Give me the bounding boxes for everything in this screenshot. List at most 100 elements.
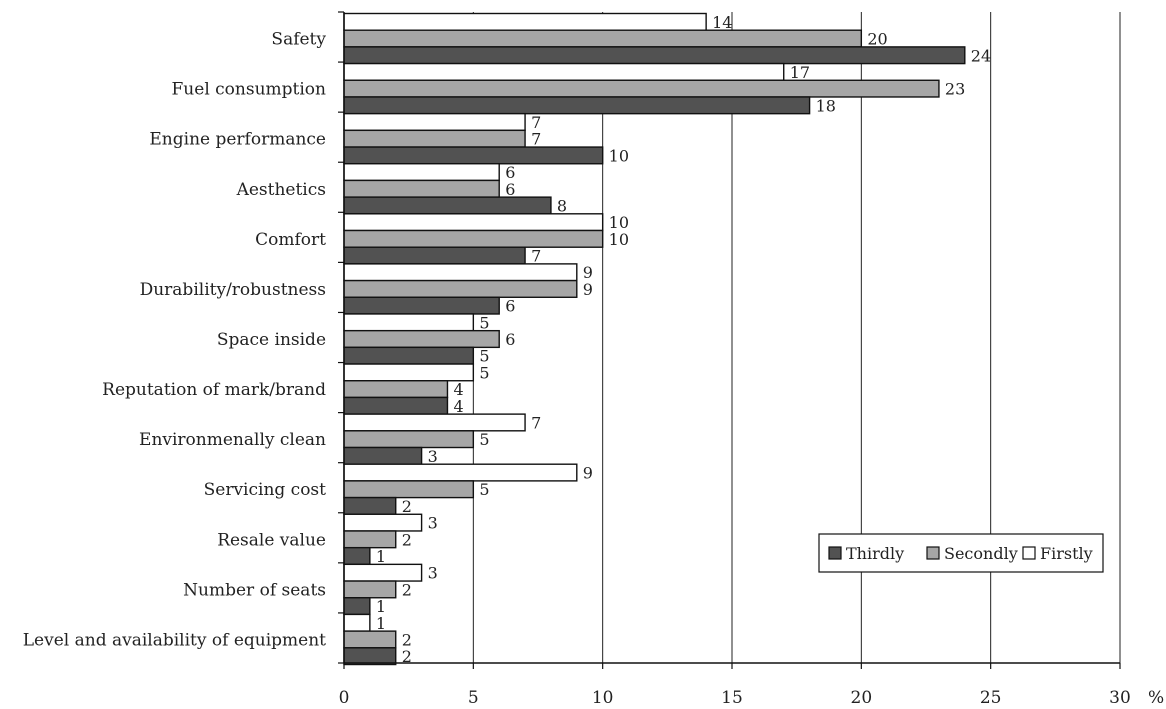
category-label-resale-value: Resale value: [217, 530, 326, 550]
x-tick-label-5: 5: [468, 688, 479, 708]
bar-reputation-of-mark-brand-firstly: [343, 363, 475, 382]
bar-servicing-cost-firstly: [343, 463, 578, 482]
bar-engine-performance-thirdly: [343, 146, 604, 165]
value-label-engine-performance-firstly: 7: [531, 113, 541, 132]
value-label-safety-firstly: 14: [712, 13, 732, 32]
bar-reputation-of-mark-brand-thirdly: [343, 396, 449, 415]
legend: Thirdly Secondly Firstly: [818, 533, 1104, 573]
value-label-level-and-availability-of-equipment-thirdly: 2: [402, 647, 412, 666]
legend-swatch-thirdly: [828, 546, 842, 560]
category-label-comfort: Comfort: [255, 230, 326, 250]
x-tick-label-15: 15: [721, 688, 743, 708]
value-label-fuel-consumption-firstly: 17: [790, 63, 810, 82]
value-label-aesthetics-firstly: 6: [505, 163, 515, 182]
value-label-comfort-thirdly: 7: [531, 247, 541, 266]
bar-level-and-availability-of-equipment-firstly: [343, 613, 371, 632]
bar-aesthetics-secondly: [343, 179, 500, 198]
value-label-number-of-seats-secondly: 2: [402, 580, 412, 599]
x-tick-label-25: 25: [980, 688, 1002, 708]
value-label-comfort-secondly: 10: [609, 230, 629, 249]
value-label-aesthetics-thirdly: 8: [557, 196, 567, 215]
bar-fuel-consumption-firstly: [343, 62, 785, 81]
category-label-space-inside: Space inside: [217, 330, 326, 350]
x-tick-label-10: 10: [592, 688, 614, 708]
bar-engine-performance-firstly: [343, 112, 526, 132]
value-label-resale-value-thirdly: 1: [376, 547, 386, 566]
bar-number-of-seats-secondly: [343, 580, 397, 599]
bar-space-inside-thirdly: [343, 346, 475, 365]
value-label-reputation-of-mark-brand-thirdly: 4: [453, 397, 463, 416]
bar-environmenally-clean-firstly: [343, 413, 526, 432]
value-label-durability-robustness-firstly: 9: [583, 263, 593, 282]
axes: [338, 11, 1121, 669]
legend-swatch-secondly: [926, 546, 940, 560]
bar-fuel-consumption-thirdly: [343, 96, 811, 115]
category-label-number-of-seats: Number of seats: [183, 580, 326, 600]
legend-label-firstly: Firstly: [1040, 544, 1093, 563]
value-label-number-of-seats-firstly: 3: [428, 564, 438, 583]
bar-safety-secondly: [343, 29, 863, 48]
value-label-safety-secondly: 20: [867, 30, 887, 49]
legend-box: [818, 533, 1104, 573]
bar-level-and-availability-of-equipment-thirdly: [343, 647, 397, 666]
value-label-fuel-consumption-secondly: 23: [945, 80, 965, 99]
category-label-level-and-availability-of-equipment: Level and availability of equipment: [23, 630, 326, 650]
value-label-resale-value-firstly: 3: [428, 514, 438, 533]
bar-number-of-seats-firstly: [343, 563, 423, 582]
bar-safety-thirdly: [343, 46, 966, 65]
x-tick-label-0: 0: [339, 688, 350, 708]
legend-label-thirdly: Thirdly: [846, 544, 904, 563]
bar-engine-performance-secondly: [343, 129, 526, 148]
bar-safety-firstly: [343, 12, 707, 31]
category-label-durability-robustness: Durability/robustness: [140, 280, 326, 300]
value-label-durability-robustness-secondly: 9: [583, 280, 593, 299]
grid-lines: [472, 12, 1121, 663]
bar-aesthetics-firstly: [343, 163, 500, 182]
value-label-level-and-availability-of-equipment-secondly: 2: [402, 630, 412, 649]
value-label-servicing-cost-firstly: 9: [583, 464, 593, 483]
x-unit-label: %: [1148, 688, 1164, 708]
category-label-aesthetics: Aesthetics: [236, 180, 326, 200]
category-label-reputation-of-mark-brand: Reputation of mark/brand: [102, 380, 326, 400]
value-label-environmenally-clean-firstly: 7: [531, 413, 541, 432]
value-label-resale-value-secondly: 2: [402, 530, 412, 549]
legend-label-secondly: Secondly: [944, 544, 1018, 563]
category-label-fuel-consumption: Fuel consumption: [172, 80, 327, 100]
value-label-servicing-cost-thirdly: 2: [402, 497, 412, 516]
value-label-level-and-availability-of-equipment-firstly: 1: [376, 614, 386, 633]
value-label-space-inside-firstly: 5: [479, 313, 489, 332]
x-tick-label-30: 30: [1109, 688, 1131, 708]
value-label-number-of-seats-thirdly: 1: [376, 597, 386, 616]
value-label-engine-performance-secondly: 7: [531, 130, 541, 149]
bar-space-inside-firstly: [343, 313, 475, 332]
value-label-comfort-firstly: 10: [609, 213, 629, 232]
category-label-environmenally-clean: Environmenally clean: [139, 430, 326, 450]
bar-comfort-firstly: [343, 213, 604, 232]
bar-servicing-cost-thirdly: [343, 496, 397, 515]
category-label-servicing-cost: Servicing cost: [204, 480, 327, 500]
bar-resale-value-thirdly: [343, 546, 371, 566]
x-tick-label-20: 20: [851, 688, 873, 708]
category-label-safety: Safety: [271, 30, 326, 50]
value-label-reputation-of-mark-brand-firstly: 5: [479, 363, 489, 382]
category-label-engine-performance: Engine performance: [149, 130, 326, 150]
value-label-environmenally-clean-secondly: 5: [479, 430, 489, 449]
value-label-safety-thirdly: 24: [971, 46, 991, 65]
value-label-durability-robustness-thirdly: 6: [505, 297, 515, 316]
bar-comfort-thirdly: [343, 246, 526, 265]
value-label-servicing-cost-secondly: 5: [479, 480, 489, 499]
bar-servicing-cost-secondly: [343, 480, 475, 499]
value-label-space-inside-thirdly: 5: [479, 347, 489, 366]
bar-comfort-secondly: [343, 229, 604, 248]
bar-aesthetics-thirdly: [343, 196, 552, 215]
value-label-aesthetics-secondly: 6: [505, 180, 515, 199]
bar-reputation-of-mark-brand-secondly: [343, 380, 449, 399]
value-label-space-inside-secondly: 6: [505, 330, 515, 349]
bar-number-of-seats-thirdly: [343, 597, 371, 616]
bar-resale-value-firstly: [343, 513, 423, 532]
bar-space-inside-secondly: [343, 329, 500, 349]
bar-environmenally-clean-secondly: [343, 430, 475, 449]
bar-resale-value-secondly: [343, 530, 397, 549]
